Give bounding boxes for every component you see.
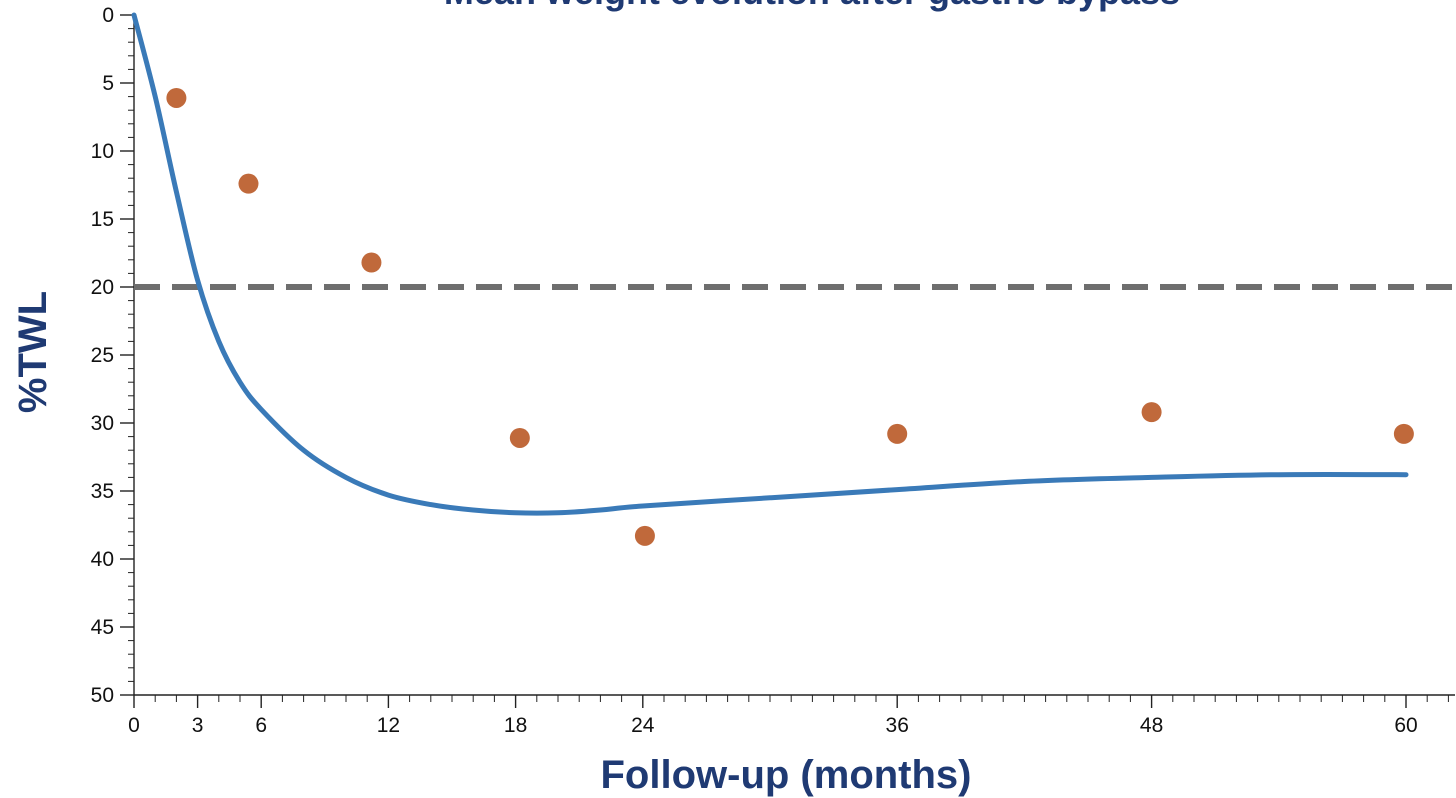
y-tick-label: 20: [91, 276, 114, 299]
x-axis: 0 3 6 12 18 24 36 48 60: [128, 694, 1455, 737]
y-tick-label: 10: [91, 140, 114, 163]
data-point: [361, 252, 382, 273]
x-tick-label: 3: [192, 714, 204, 737]
y-tick-label: 40: [91, 548, 114, 571]
y-axis-title: %TWL: [11, 291, 55, 413]
x-tick-label: 12: [377, 714, 400, 737]
data-point: [509, 427, 530, 448]
y-tick-label: 30: [91, 412, 114, 435]
x-tick-label: 24: [631, 714, 655, 737]
x-tick-label: 0: [128, 714, 140, 737]
y-tick-label: 25: [91, 344, 114, 367]
y-tick-label: 35: [91, 480, 114, 503]
x-tick-label: 6: [255, 714, 267, 737]
plot-area: [131, 12, 1455, 546]
data-point: [166, 87, 187, 108]
x-tick-label: 48: [1140, 714, 1163, 737]
fitted-curve: [131, 12, 1409, 516]
y-tick-label: 5: [102, 72, 114, 95]
y-axis: 0 5 10 15 20 25 30 35 40 45 50: [91, 4, 135, 707]
data-point: [1393, 423, 1414, 444]
x-tick-label: 36: [886, 714, 909, 737]
y-tick-label: 0: [102, 4, 114, 27]
x-tick-label: 18: [504, 714, 527, 737]
y-tick-label: 15: [91, 208, 114, 231]
x-tick-label: 60: [1394, 714, 1417, 737]
data-point: [238, 173, 259, 194]
data-point: [887, 423, 908, 444]
y-tick-label: 45: [91, 616, 114, 639]
x-axis-title: Follow-up (months): [600, 753, 971, 797]
y-tick-label: 50: [91, 684, 114, 707]
chart-title: Mean weight evolution after gastric bypa…: [444, 0, 1180, 12]
data-point: [1141, 402, 1162, 423]
data-point: [634, 525, 655, 546]
